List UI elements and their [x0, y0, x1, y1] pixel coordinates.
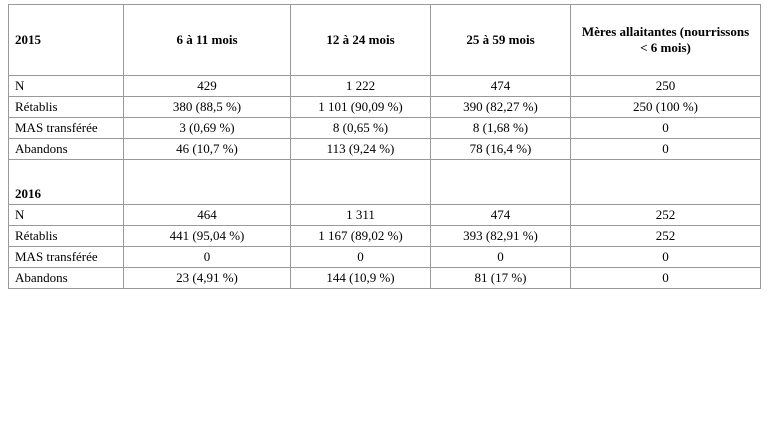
table-cell: 252 [570, 204, 761, 226]
header-row: 2015 6 à 11 mois 12 à 24 mois 25 à 59 mois M… [8, 4, 761, 76]
table-cell: 1 101 (90,09 %) [290, 96, 431, 118]
results-table: 2015 6 à 11 mois 12 à 24 mois 25 à 59 mois M… [8, 4, 761, 289]
table-cell: 1 222 [290, 75, 431, 97]
table-cell: 0 [123, 246, 291, 268]
table-cell: 1 311 [290, 204, 431, 226]
table-cell: Mères allaitantes (nourrissons < 6 mois) [570, 4, 761, 76]
table-cell: 0 [570, 267, 761, 289]
table-cell: 3 (0,69 %) [123, 117, 291, 139]
table-cell: MAS transférée [8, 117, 124, 139]
table-cell: 81 (17 %) [430, 267, 571, 289]
table-cell: 250 (100 %) [570, 96, 761, 118]
data-row: Rétablis 380 (88,5 %) 1 101 (90,09 %) 390 (… [8, 96, 761, 118]
table-cell: Rétablis [8, 96, 124, 118]
table-cell: 2015 [8, 4, 124, 76]
table-cell: 23 (4,91 %) [123, 267, 291, 289]
table-cell: 390 (82,27 %) [430, 96, 571, 118]
table-cell: 0 [570, 138, 761, 160]
table-cell: 474 [430, 204, 571, 226]
table-cell: 0 [570, 117, 761, 139]
data-row: MAS transférée 3 (0,69 %) 8 (0,65 %) 8 (1,6… [8, 117, 761, 139]
table-cell: 78 (16,4 %) [430, 138, 571, 160]
table-cell: 0 [570, 246, 761, 268]
table-cell: 1 167 (89,02 %) [290, 225, 431, 247]
table-cell: 46 (10,7 %) [123, 138, 291, 160]
table-cell: 0 [430, 246, 571, 268]
table-cell: 252 [570, 225, 761, 247]
data-row: MAS transférée 0 0 0 0 [8, 246, 761, 268]
table-cell [430, 159, 571, 205]
table-cell: 8 (1,68 %) [430, 117, 571, 139]
table-cell: 474 [430, 75, 571, 97]
data-row: Abandons 46 (10,7 %) 113 (9,24 %) 78 (16,4 … [8, 138, 761, 160]
table-cell: 380 (88,5 %) [123, 96, 291, 118]
table-cell: 429 [123, 75, 291, 97]
year-row: 2016 [8, 159, 761, 205]
table-cell: 250 [570, 75, 761, 97]
table-cell: 441 (95,04 %) [123, 225, 291, 247]
table-cell: 12 à 24 mois [290, 4, 431, 76]
table-cell: 464 [123, 204, 291, 226]
data-row: Rétablis 441 (95,04 %) 1 167 (89,02 %) 393 … [8, 225, 761, 247]
table-cell: 25 à 59 mois [430, 4, 571, 76]
data-row: N 464 1 311 474 252 [8, 204, 761, 226]
table-cell: 2016 [8, 159, 124, 205]
table-cell: Abandons [8, 267, 124, 289]
table-cell: 393 (82,91 %) [430, 225, 571, 247]
table-cell [570, 159, 761, 205]
table-cell: N [8, 75, 124, 97]
table-cell [290, 159, 431, 205]
table-cell: Rétablis [8, 225, 124, 247]
table-cell: Abandons [8, 138, 124, 160]
data-row: N 429 1 222 474 250 [8, 75, 761, 97]
table-cell: 0 [290, 246, 431, 268]
table-cell: 6 à 11 mois [123, 4, 291, 76]
table-cell [123, 159, 291, 205]
table-cell: 8 (0,65 %) [290, 117, 431, 139]
table-cell: 113 (9,24 %) [290, 138, 431, 160]
data-row: Abandons 23 (4,91 %) 144 (10,9 %) 81 (17 %)… [8, 267, 761, 289]
table-cell: N [8, 204, 124, 226]
table-cell: 144 (10,9 %) [290, 267, 431, 289]
table-cell: MAS transférée [8, 246, 124, 268]
